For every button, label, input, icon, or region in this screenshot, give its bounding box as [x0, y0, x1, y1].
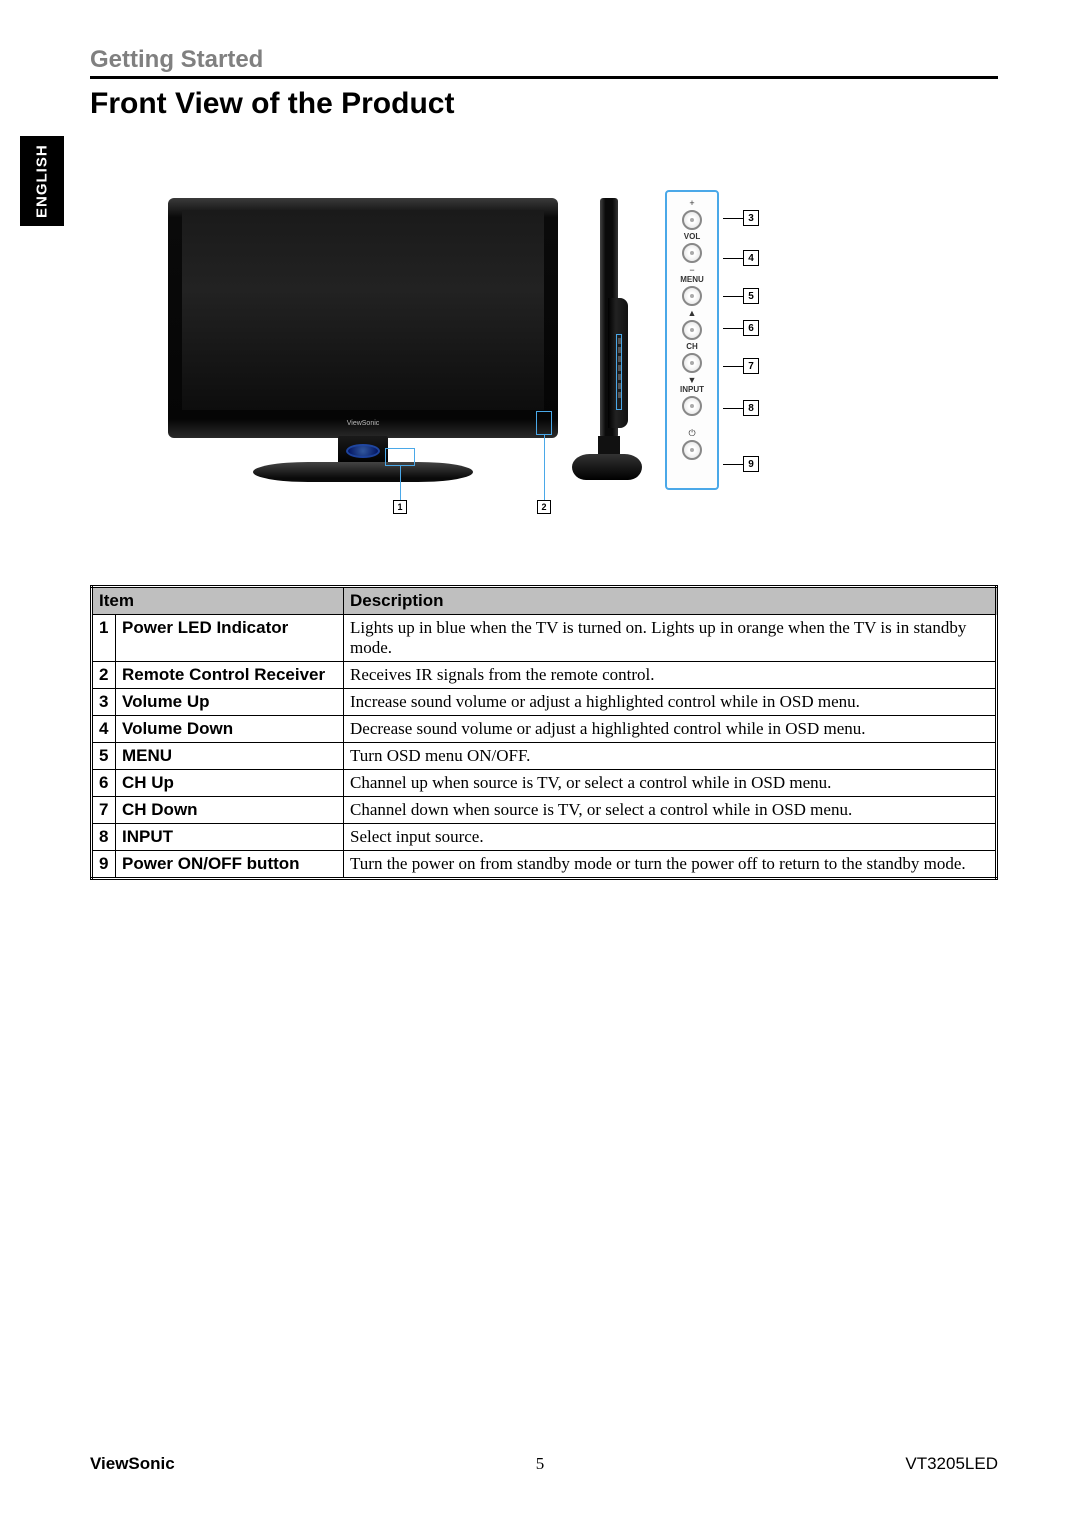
row-item: INPUT: [116, 824, 344, 851]
row-number: 5: [92, 743, 116, 770]
table-row: 9Power ON/OFF buttonTurn the power on fr…: [92, 851, 997, 879]
tv-stand-ring: [346, 444, 380, 458]
tv-side-foot: [572, 454, 642, 480]
row-number: 9: [92, 851, 116, 879]
callout-5: 5: [723, 288, 759, 304]
header: Getting Started Front View of the Produc…: [90, 46, 998, 121]
table-row: 3Volume UpIncrease sound volume or adjus…: [92, 689, 997, 716]
table-row: 5MENUTurn OSD menu ON/OFF.: [92, 743, 997, 770]
row-number: 7: [92, 797, 116, 824]
vol-minus-icon: −: [689, 265, 694, 275]
callout-3: 3: [723, 210, 759, 226]
row-item: Remote Control Receiver: [116, 662, 344, 689]
row-number: 4: [92, 716, 116, 743]
callout-mark-led: [385, 448, 415, 466]
row-description: Lights up in blue when the TV is turned …: [344, 615, 997, 662]
input-label: INPUT: [680, 385, 704, 394]
row-number: 1: [92, 615, 116, 662]
table-row: 6CH UpChannel up when source is TV, or s…: [92, 770, 997, 797]
section-label: Getting Started: [90, 46, 998, 79]
table-row: 7CH DownChannel down when source is TV, …: [92, 797, 997, 824]
callout-9: 9: [723, 456, 759, 472]
row-item: Volume Up: [116, 689, 344, 716]
table-row: 2Remote Control ReceiverReceives IR sign…: [92, 662, 997, 689]
row-item: MENU: [116, 743, 344, 770]
callout-2: 2: [537, 500, 551, 514]
vol-plus-icon: +: [689, 198, 694, 208]
table-row: 8INPUTSelect input source.: [92, 824, 997, 851]
ch-down-button: [682, 353, 702, 373]
description-table: Item Description 1Power LED IndicatorLig…: [90, 585, 998, 880]
row-item: CH Up: [116, 770, 344, 797]
ch-label: CH: [686, 342, 698, 351]
tv-brand-label: ViewSonic: [347, 420, 380, 427]
power-button: [682, 440, 702, 460]
row-item: Power ON/OFF button: [116, 851, 344, 879]
row-item: CH Down: [116, 797, 344, 824]
input-button: [682, 396, 702, 416]
row-description: Channel down when source is TV, or selec…: [344, 797, 997, 824]
callout-8: 8: [723, 400, 759, 416]
footer-brand: ViewSonic: [90, 1454, 175, 1474]
table-row: 4Volume DownDecrease sound volume or adj…: [92, 716, 997, 743]
row-number: 3: [92, 689, 116, 716]
tv-side-view: [572, 198, 642, 498]
vol-up-button: [682, 210, 702, 230]
ch-down-icon: ▼: [688, 375, 697, 385]
vol-label: VOL: [684, 232, 700, 241]
page-title: Front View of the Product: [90, 87, 998, 121]
callout-line: [400, 466, 401, 500]
tv-front-view: ViewSonic 1 2: [168, 198, 558, 498]
row-number: 8: [92, 824, 116, 851]
menu-label: MENU: [680, 275, 704, 284]
callout-6: 6: [723, 320, 759, 336]
row-description: Decrease sound volume or adjust a highli…: [344, 716, 997, 743]
tv-side-neck: [598, 436, 620, 456]
row-item: Volume Down: [116, 716, 344, 743]
th-desc: Description: [344, 587, 997, 615]
ch-up-button: [682, 320, 702, 340]
row-number: 2: [92, 662, 116, 689]
callout-4: 4: [723, 250, 759, 266]
row-item: Power LED Indicator: [116, 615, 344, 662]
row-description: Increase sound volume or adjust a highli…: [344, 689, 997, 716]
button-panel-detail: + VOL − MENU ▲ CH ▼ INPUT ⏻: [665, 190, 719, 490]
row-description: Select input source.: [344, 824, 997, 851]
row-description: Receives IR signals from the remote cont…: [344, 662, 997, 689]
table-row: 1Power LED IndicatorLights up in blue wh…: [92, 615, 997, 662]
footer-page-number: 5: [536, 1454, 545, 1474]
footer-model: VT3205LED: [905, 1454, 998, 1474]
power-icon: ⏻: [688, 428, 695, 438]
tv-screen: [182, 210, 544, 410]
product-figure: ViewSonic 1 2 + VOL − MENU ▲ CH ▼: [120, 190, 900, 530]
callout-mark-ir: [536, 411, 552, 435]
row-description: Channel up when source is TV, or select …: [344, 770, 997, 797]
callout-7: 7: [723, 358, 759, 374]
ch-up-icon: ▲: [688, 308, 697, 318]
tv-side-buttons-highlight: [616, 334, 622, 410]
row-number: 6: [92, 770, 116, 797]
callout-line: [544, 435, 545, 500]
callout-1: 1: [393, 500, 407, 514]
page-footer: ViewSonic 5 VT3205LED: [90, 1454, 998, 1474]
menu-button: [682, 286, 702, 306]
vol-down-button: [682, 243, 702, 263]
tv-base: [253, 462, 473, 482]
language-tab: ENGLISH: [20, 136, 64, 226]
th-item: Item: [92, 587, 344, 615]
row-description: Turn OSD menu ON/OFF.: [344, 743, 997, 770]
row-description: Turn the power on from standby mode or t…: [344, 851, 997, 879]
